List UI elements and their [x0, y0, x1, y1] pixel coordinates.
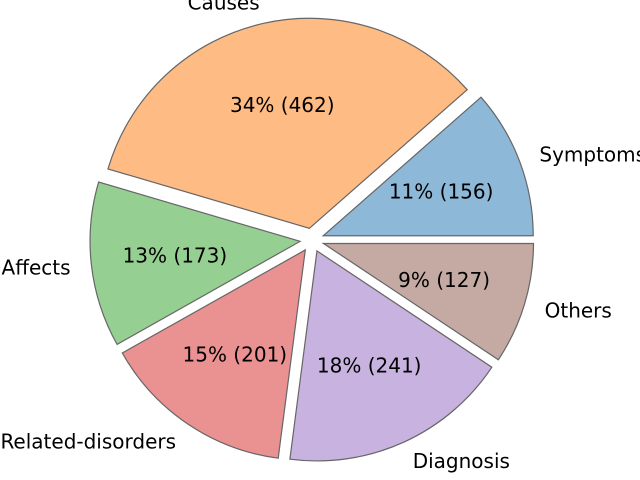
pie-slice-others: [321, 242, 535, 361]
slice-value-label-related-disorders: 15% (201): [183, 342, 288, 366]
slice-category-label-symptoms: Symptoms: [539, 142, 640, 166]
slice-category-label-diagnosis: Diagnosis: [413, 449, 510, 473]
slice-category-label-affects: Affects: [2, 255, 71, 279]
slice-category-label-causes: Causes: [188, 0, 260, 15]
pie-slice-causes: [107, 17, 469, 229]
pie-slice-diagnosis: [289, 249, 493, 462]
slice-value-label-symptoms: 11% (156): [389, 179, 494, 203]
slice-value-label-diagnosis: 18% (241): [317, 354, 422, 378]
slice-value-label-affects: 13% (173): [123, 244, 228, 268]
pie-slice-affects: [89, 181, 302, 346]
slice-value-label-causes: 34% (462): [230, 93, 335, 117]
slice-value-label-others: 9% (127): [398, 268, 490, 292]
slice-category-label-related-disorders: Related-disorders: [0, 429, 176, 453]
slice-category-label-others: Others: [545, 298, 612, 322]
pie-slice-related-disorders: [121, 248, 307, 459]
pie-slice-symptoms: [321, 96, 534, 237]
